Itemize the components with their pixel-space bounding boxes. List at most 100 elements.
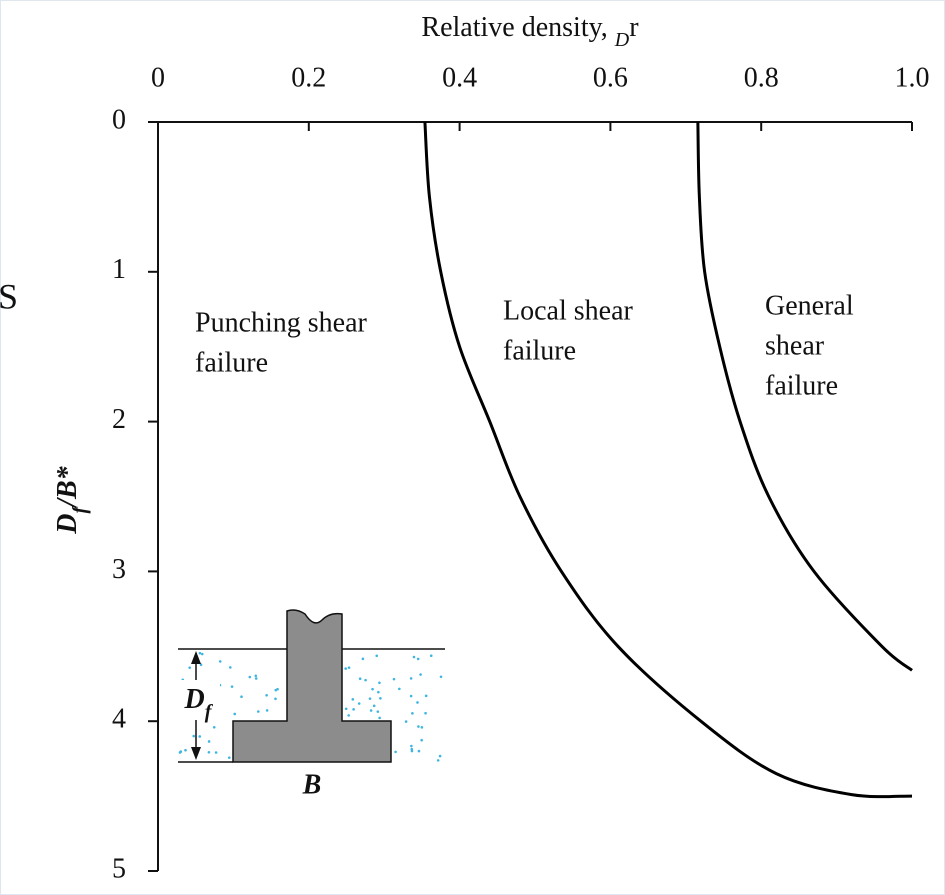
label-text: r (629, 12, 639, 43)
soil-dot (416, 657, 420, 661)
x-tick-label: 0 (151, 62, 165, 93)
margin-text: S (0, 276, 18, 316)
label-text: /B* (52, 465, 83, 508)
soil-dot (378, 681, 381, 685)
y-tick-label: 3 (112, 554, 126, 585)
boundary-curve (696, 121, 913, 672)
soil-dot (230, 685, 234, 688)
x-tick-label: 0.8 (744, 62, 779, 93)
soil-dot (248, 675, 252, 679)
soil-dot (419, 673, 422, 676)
x-tick-label: 1.0 (895, 62, 930, 93)
soil-dot (265, 693, 268, 697)
label-text: Relative density, (421, 12, 614, 43)
soil-dot (192, 734, 196, 738)
width-label: B (302, 769, 322, 800)
region-label: Local shear (503, 295, 633, 326)
region-label: shear (765, 330, 825, 361)
soil-dot (364, 678, 367, 682)
label-part: D (184, 684, 205, 715)
soil-dot (371, 687, 374, 691)
soil-dot (212, 725, 216, 729)
soil-dot (375, 654, 379, 658)
soil-dot (369, 709, 373, 712)
soil-dot (344, 667, 347, 670)
footing (232, 609, 392, 763)
soil-dot (347, 666, 351, 669)
soil-dot (188, 666, 191, 669)
soil-dot (254, 677, 258, 680)
soil-dot (357, 702, 361, 705)
soil-dot (184, 748, 187, 752)
soil-dot (229, 666, 232, 669)
label-part: f (205, 701, 214, 723)
soil-dot (198, 735, 202, 738)
soil-dot (358, 677, 362, 681)
soil-dot (361, 657, 365, 661)
soil-dot (409, 694, 413, 698)
soil-dot (256, 710, 260, 713)
soil-dot (265, 709, 269, 712)
soil-dot (394, 750, 397, 754)
soil-dot (392, 677, 396, 681)
x-tick-label: 0.6 (593, 62, 628, 93)
soil-dot (429, 654, 433, 658)
soil-dot (214, 751, 218, 754)
soil-dot (411, 712, 414, 715)
soil-dot (240, 695, 243, 699)
soil-dot (439, 675, 443, 679)
y-tick-label: 0 (112, 104, 126, 135)
soil-dot (409, 677, 413, 680)
soil-dot (179, 750, 183, 753)
soil-dot (372, 704, 376, 708)
soil-dot (347, 714, 350, 717)
soil-dot (412, 655, 416, 659)
soil-dot (218, 660, 222, 663)
soil-dot (233, 712, 237, 716)
x-axis-title: Relative density, Dr (421, 12, 639, 50)
soil-dot (378, 716, 381, 720)
soil-dot (377, 690, 380, 694)
soil-dot (200, 652, 204, 656)
soil-dot (274, 697, 277, 701)
depth-label: Df (184, 684, 214, 722)
label-bg (180, 680, 220, 720)
soil-dot (199, 663, 203, 666)
x-tick-label: 0.2 (291, 62, 326, 93)
footing-diagram: Df B (178, 609, 445, 800)
boundary-curve (423, 121, 913, 799)
y-tick-label: 4 (112, 704, 126, 735)
soil-dot (207, 750, 211, 754)
soil-dot (254, 674, 258, 678)
soil-dot (424, 711, 427, 715)
soil-dot (438, 754, 442, 758)
soil-dot (420, 726, 424, 729)
soil-dot (227, 756, 231, 759)
soil-dot (410, 744, 413, 748)
soil-dot (352, 708, 355, 711)
label-part: f (69, 504, 91, 513)
soil-dot (436, 759, 440, 762)
soil-dot (207, 740, 211, 743)
y-axis-title: Df/B* (52, 465, 90, 534)
soil-dot (376, 710, 380, 713)
soil-dot (198, 651, 202, 655)
region-label: failure (503, 335, 576, 366)
soil-dot (417, 749, 421, 753)
soil-dot (416, 701, 419, 704)
y-tick-label: 2 (112, 404, 126, 435)
label-part: D (614, 29, 630, 51)
soil-dot (420, 738, 423, 742)
region-label: General (765, 290, 854, 321)
y-tick-label: 1 (112, 254, 126, 285)
arrow-heads (191, 651, 201, 760)
soil-dot (379, 697, 382, 700)
region-label: failure (195, 347, 268, 378)
soil-dot (404, 720, 408, 723)
y-tick-label: 5 (112, 853, 126, 884)
region-label: Punching shear (195, 307, 368, 338)
soil-dot (274, 688, 278, 692)
soil-dot (368, 697, 372, 700)
soil-dot (424, 694, 428, 698)
